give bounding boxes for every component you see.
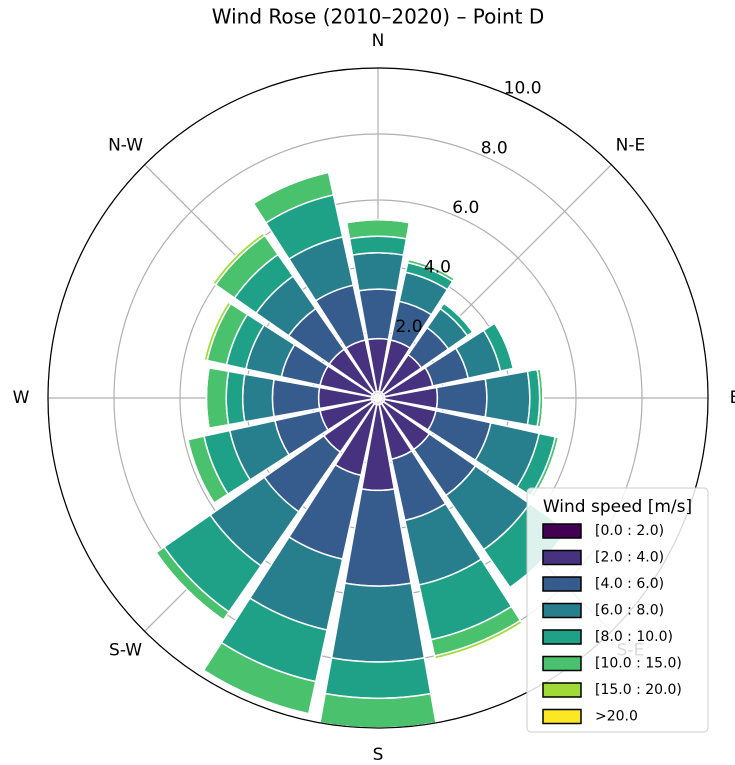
r-tick-label: 4.0 xyxy=(424,257,451,277)
rose-segment xyxy=(435,377,488,419)
legend-swatch xyxy=(542,602,582,619)
direction-label: S xyxy=(373,745,384,765)
legend-swatch xyxy=(542,523,582,539)
rose-segment xyxy=(351,252,405,292)
legend-label: [8.0 : 10.0) xyxy=(595,629,673,645)
rose-segment xyxy=(225,370,246,426)
legend-title: Wind speed [m/s] xyxy=(543,497,692,517)
rose-segment xyxy=(348,235,408,256)
direction-label: E xyxy=(730,388,735,408)
direction-label: S-W xyxy=(109,640,142,660)
r-tick-label: 6.0 xyxy=(452,198,479,218)
rose-segment xyxy=(205,366,230,430)
legend-label: [10.0 : 15.0) xyxy=(595,656,682,672)
legend-label: [0.0 : 2.0) xyxy=(595,523,664,539)
rose-segment xyxy=(203,669,309,715)
direction-label: N-W xyxy=(108,136,143,156)
legend-swatch xyxy=(542,549,582,566)
rose-segment xyxy=(203,301,229,360)
r-tick-label: 10.0 xyxy=(504,79,542,99)
r-tick-label: 2.0 xyxy=(395,317,422,337)
rose-segment xyxy=(187,439,215,504)
chart-title: Wind Rose (2010–2020) – Point D xyxy=(212,5,544,29)
rose-segment xyxy=(319,692,437,729)
rose-segment xyxy=(357,288,399,341)
rose-segment xyxy=(324,657,432,700)
rose-segment xyxy=(435,622,523,660)
r-tick-label: 8.0 xyxy=(481,138,508,158)
rose-segment xyxy=(242,373,275,423)
rose-segment xyxy=(271,378,321,418)
direction-label: W xyxy=(13,388,30,408)
direction-label: N xyxy=(372,31,385,51)
legend-swatch xyxy=(542,708,582,725)
legend-swatch xyxy=(542,576,582,592)
legend-label: [15.0 : 20.0) xyxy=(595,682,682,698)
rose-segment xyxy=(539,368,544,428)
rose-segment xyxy=(330,582,426,663)
legend-swatch xyxy=(542,629,582,645)
legend-label: [2.0 : 4.0) xyxy=(595,550,664,566)
legend-swatch xyxy=(542,655,582,672)
rose-segment xyxy=(345,219,411,240)
legend-label: [4.0 : 6.0) xyxy=(595,576,664,592)
legend-swatch xyxy=(542,682,582,698)
rose-segment xyxy=(443,302,474,333)
rose-segment xyxy=(484,370,531,426)
legend: Wind speed [m/s] [0.0 : 2.0) [2.0 : 4.0) [4… xyxy=(526,487,709,733)
legend-label: [6.0 : 8.0) xyxy=(595,603,664,619)
polar-frame xyxy=(47,67,709,729)
legend-label: >20.0 xyxy=(595,709,638,725)
direction-label: N-E xyxy=(616,136,646,156)
